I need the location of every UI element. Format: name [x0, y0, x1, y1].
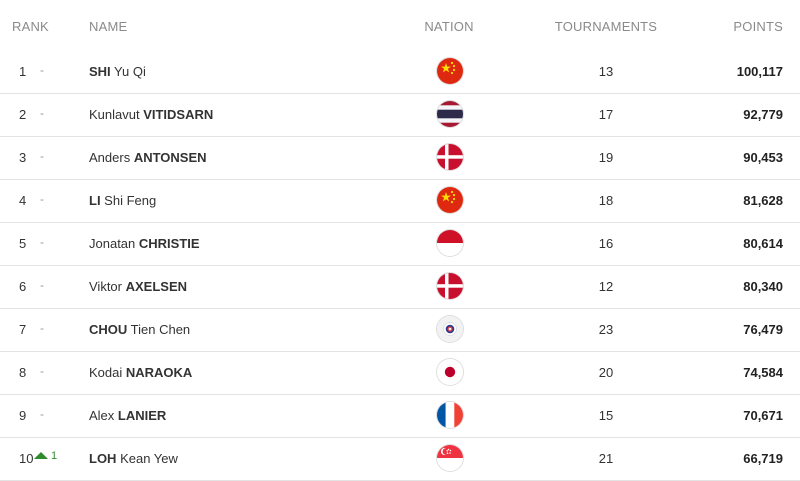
- tournaments-count: 16: [598, 236, 614, 251]
- tournaments-count: 12: [598, 279, 614, 294]
- player-name[interactable]: Kunlavut VITIDSARN: [89, 107, 213, 122]
- china-flag-icon: [437, 187, 463, 213]
- tournaments-count: 21: [598, 451, 614, 466]
- header-nation[interactable]: NATION: [424, 19, 474, 34]
- rank-change: -: [40, 407, 44, 421]
- points-value: 74,584: [743, 365, 783, 380]
- tournaments-count: 23: [598, 322, 614, 337]
- player-surname: LANIER: [117, 408, 167, 423]
- table-row[interactable]: 2- Kunlavut VITIDSARN 17 92,779: [0, 93, 800, 137]
- table-row[interactable]: 10 1 LOH Kean Yew 21 66,719: [0, 437, 800, 481]
- player-given-name: Tien Chen: [127, 322, 191, 337]
- rank-value: 5: [19, 236, 27, 251]
- rank-change: -: [40, 106, 44, 120]
- points-value: 70,671: [743, 408, 783, 423]
- points-value: 81,628: [743, 193, 783, 208]
- header-points[interactable]: POINTS: [733, 19, 783, 34]
- player-surname: CHOU: [89, 322, 128, 337]
- points-value: 80,614: [743, 236, 783, 251]
- header-name[interactable]: NAME: [89, 19, 128, 34]
- player-given-name: Jonatan: [89, 236, 139, 251]
- rank-change: -: [40, 63, 44, 77]
- rank-change: -: [40, 149, 44, 163]
- rank-change: -: [40, 364, 44, 378]
- player-given-name: Kunlavut: [89, 107, 144, 122]
- player-surname: LOH: [89, 451, 117, 466]
- player-name[interactable]: LOH Kean Yew: [89, 451, 178, 466]
- rank-value: 7: [19, 322, 27, 337]
- player-given-name: Alex: [89, 408, 118, 423]
- player-surname: LI: [89, 193, 101, 208]
- player-name[interactable]: Kodai NARAOKA: [89, 365, 192, 380]
- tournaments-count: 13: [598, 64, 614, 79]
- rank-change: -: [40, 192, 44, 206]
- player-name[interactable]: CHOU Tien Chen: [89, 322, 190, 337]
- table-row[interactable]: 8- Kodai NARAOKA 20 74,584: [0, 351, 800, 395]
- japan-flag-icon: [437, 359, 463, 385]
- france-flag-icon: [437, 402, 463, 428]
- player-given-name: Yu Qi: [110, 64, 146, 79]
- tournaments-count: 17: [598, 107, 614, 122]
- player-given-name: Anders: [89, 150, 134, 165]
- rank-value: 9: [19, 408, 27, 423]
- rank-change-value: 1: [51, 450, 58, 462]
- player-surname: ANTONSEN: [133, 150, 207, 165]
- points-value: 80,340: [743, 279, 783, 294]
- arrow-up-icon: [34, 452, 48, 459]
- denmark-flag-icon: [437, 273, 463, 299]
- table-row[interactable]: 1- SHI Yu Qi 13 100,117: [0, 50, 800, 94]
- header-tournaments[interactable]: TOURNAMENTS: [554, 19, 658, 34]
- china-flag-icon: [437, 58, 463, 84]
- thailand-flag-icon: [437, 101, 463, 127]
- points-value: 90,453: [743, 150, 783, 165]
- table-row[interactable]: 3- Anders ANTONSEN 19 90,453: [0, 136, 800, 180]
- player-name[interactable]: Viktor AXELSEN: [89, 279, 187, 294]
- points-value: 100,117: [736, 64, 783, 79]
- tournaments-count: 19: [598, 150, 614, 165]
- player-name[interactable]: SHI Yu Qi: [89, 64, 146, 79]
- player-given-name: Kean Yew: [116, 451, 178, 466]
- table-row[interactable]: 7- CHOU Tien Chen 23 76,479: [0, 308, 800, 352]
- player-surname: CHRISTIE: [138, 236, 200, 251]
- rank-value: 2: [19, 107, 27, 122]
- player-surname: AXELSEN: [125, 279, 188, 294]
- table-row[interactable]: 5- Jonatan CHRISTIE 16 80,614: [0, 222, 800, 266]
- player-given-name: Shi Feng: [100, 193, 157, 208]
- tournaments-count: 18: [598, 193, 614, 208]
- rank-change: -: [40, 235, 44, 249]
- player-name[interactable]: Anders ANTONSEN: [89, 150, 207, 165]
- table-header: RANK NAME NATION TOURNAMENTS POINTS: [0, 0, 800, 50]
- rank-change: -: [40, 321, 44, 335]
- rank-change: -: [40, 278, 44, 292]
- player-name[interactable]: Alex LANIER: [89, 408, 166, 423]
- player-given-name: Viktor: [89, 279, 126, 294]
- table-row[interactable]: 9- Alex LANIER 15 70,671: [0, 394, 800, 438]
- singapore-flag-icon: [437, 445, 463, 471]
- points-value: 76,479: [743, 322, 783, 337]
- header-rank[interactable]: RANK: [12, 19, 49, 34]
- denmark-flag-icon: [437, 144, 463, 170]
- player-given-name: Kodai: [89, 365, 126, 380]
- rank-value: 6: [19, 279, 27, 294]
- rank-change-up: 1: [34, 450, 57, 462]
- player-name[interactable]: LI Shi Feng: [89, 193, 156, 208]
- player-surname: VITIDSARN: [143, 107, 214, 122]
- rank-value: 8: [19, 365, 27, 380]
- rank-value: 3: [19, 150, 27, 165]
- player-surname: NARAOKA: [125, 365, 193, 380]
- rank-value: 10: [19, 451, 34, 466]
- player-name[interactable]: Jonatan CHRISTIE: [89, 236, 200, 251]
- points-value: 66,719: [743, 451, 783, 466]
- indonesia-flag-icon: [437, 230, 463, 256]
- table-row[interactable]: 4- LI Shi Feng 18 81,628: [0, 179, 800, 223]
- table-row[interactable]: 6- Viktor AXELSEN 12 80,340: [0, 265, 800, 309]
- rank-value: 4: [19, 193, 27, 208]
- tournaments-count: 15: [598, 408, 614, 423]
- chinese-taipei-flag-icon: [437, 316, 463, 342]
- rank-value: 1: [19, 64, 27, 79]
- tournaments-count: 20: [598, 365, 614, 380]
- points-value: 92,779: [743, 107, 783, 122]
- player-surname: SHI: [89, 64, 111, 79]
